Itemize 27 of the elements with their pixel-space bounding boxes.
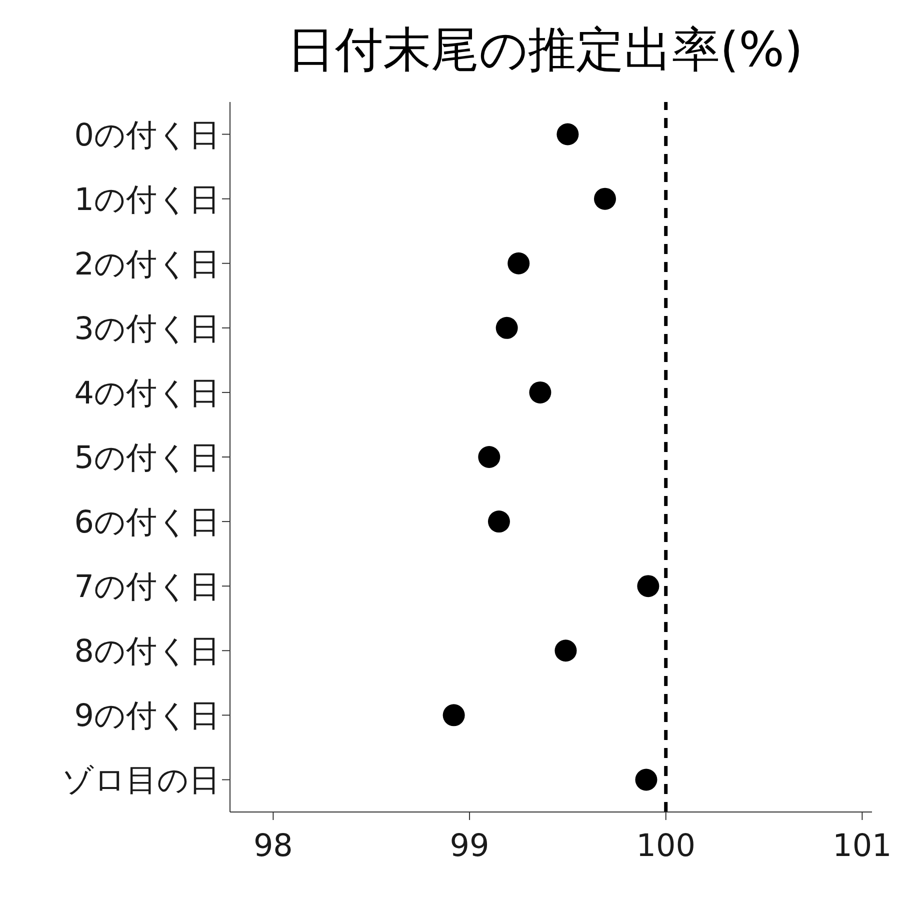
y-tick-label: 1の付く日 [74,182,220,218]
y-tick-label: 9の付く日 [74,698,220,734]
point [556,123,579,146]
chart-title: 日付末尾の推定出率(%) [286,21,804,80]
y-tick-label: 3の付く日 [74,310,220,347]
point [635,768,658,791]
point [594,188,616,210]
point [488,510,510,533]
y-tick-label: 4の付く日 [74,375,220,412]
point [637,575,660,598]
point [478,446,500,468]
point [442,704,465,726]
y-tick-label: 2の付く日 [74,246,220,282]
point [508,252,530,274]
y-tick-label: 7の付く日 [74,569,220,606]
x-tick-label: 99 [450,828,490,864]
x-tick-label: 100 [636,828,696,864]
y-tick-label: 0の付く日 [74,117,220,154]
y-tick-label: 8の付く日 [74,634,220,670]
y-tick-label: 5の付く日 [74,440,220,476]
point [496,316,518,339]
x-tick-label: 101 [832,828,892,864]
point [529,381,552,404]
y-tick-label: 6の付く日 [74,504,220,541]
x-tick-label: 98 [253,828,293,864]
y-tick-label: ゾロ目の日 [62,762,220,799]
point [554,640,577,662]
